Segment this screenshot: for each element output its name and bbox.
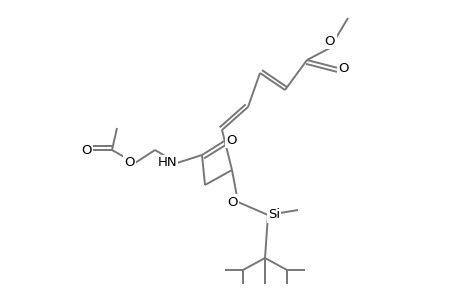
Text: O: O — [337, 61, 348, 74]
Text: O: O — [124, 157, 134, 169]
Text: Si: Si — [268, 208, 280, 221]
Text: O: O — [324, 35, 335, 48]
Text: HN: HN — [157, 157, 177, 169]
Text: O: O — [227, 196, 237, 208]
Text: O: O — [225, 134, 236, 146]
Text: O: O — [81, 143, 92, 157]
